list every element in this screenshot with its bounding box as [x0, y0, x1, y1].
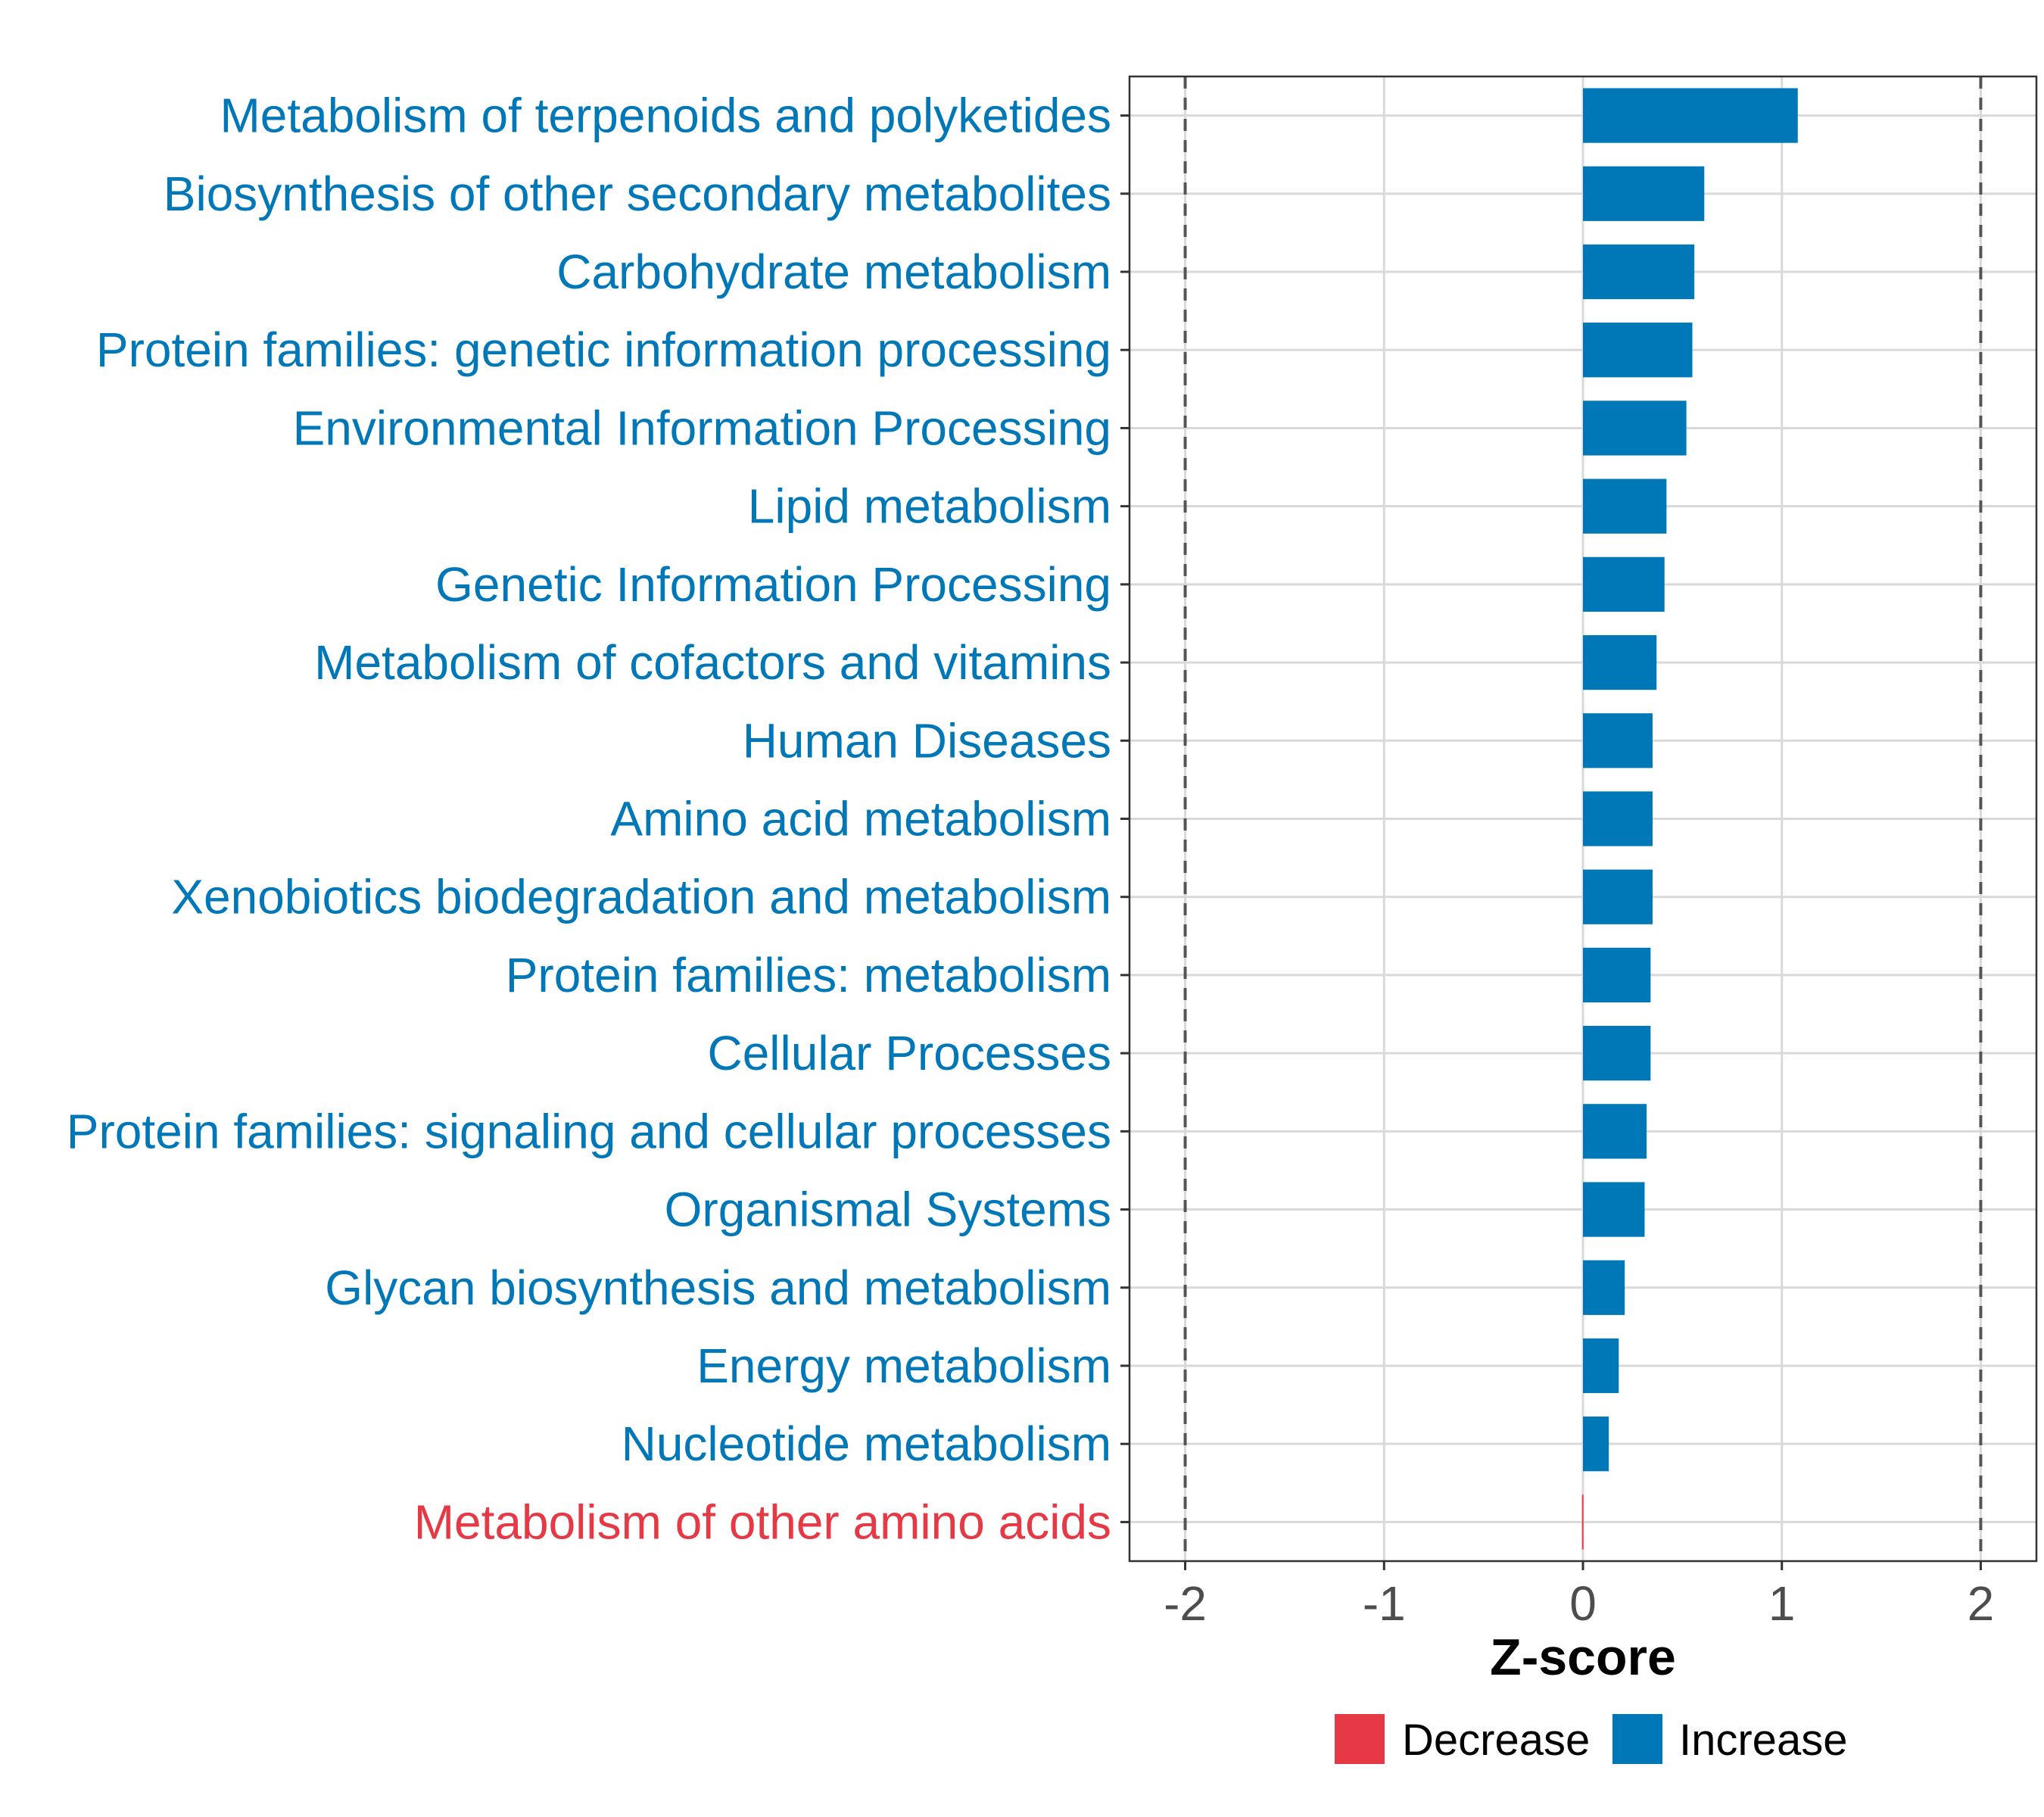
bar — [1583, 400, 1687, 456]
reference-lines — [1183, 76, 1983, 1561]
bar — [1583, 869, 1653, 924]
bar — [1583, 1026, 1651, 1081]
bar — [1583, 1260, 1625, 1315]
legend-key-decrease — [1335, 1714, 1385, 1764]
bar — [1583, 323, 1693, 378]
category-label: Glycan biosynthesis and metabolism — [325, 1261, 1111, 1315]
x-axis-title: Z-score — [1490, 1628, 1676, 1686]
bar — [1583, 88, 1798, 143]
bar — [1583, 1104, 1647, 1159]
category-label: Energy metabolism — [696, 1339, 1111, 1393]
category-label: Metabolism of cofactors and vitamins — [314, 635, 1111, 690]
category-label: Human Diseases — [743, 713, 1111, 768]
bar — [1583, 244, 1695, 300]
category-label: Lipid metabolism — [748, 479, 1111, 534]
category-label: Protein families: signaling and cellular… — [67, 1104, 1111, 1158]
bar — [1583, 1182, 1645, 1237]
category-label: Organismal Systems — [665, 1183, 1111, 1237]
category-label: Biosynthesis of other secondary metaboli… — [164, 167, 1111, 221]
x-axis-ticks: -2 -1 0 1 2 — [1164, 1561, 1994, 1631]
category-label: Nucleotide metabolism — [622, 1417, 1111, 1471]
x-tick-label: -2 — [1164, 1576, 1207, 1631]
category-label: Protein families: metabolism — [506, 948, 1111, 1002]
legend-key-increase — [1612, 1714, 1662, 1764]
bar — [1583, 1338, 1619, 1394]
category-label: Genetic Information Processing — [435, 557, 1111, 612]
x-tick-label: 0 — [1569, 1576, 1597, 1631]
category-label: Amino acid metabolism — [610, 792, 1111, 846]
category-label: Carbohydrate metabolism — [556, 245, 1111, 299]
bar — [1583, 791, 1653, 846]
bar — [1583, 556, 1665, 612]
legend-label-decrease: Decrease — [1402, 1716, 1590, 1765]
category-label: Protein families: genetic information pr… — [96, 323, 1111, 377]
bars — [1581, 88, 1798, 1550]
category-label: Metabolism of other amino acids — [414, 1494, 1111, 1549]
x-tick-label: 2 — [1968, 1576, 1995, 1631]
legend: Decrease Increase — [1335, 1714, 1847, 1765]
bar — [1583, 1417, 1609, 1472]
x-tick-label: 1 — [1768, 1576, 1796, 1631]
y-axis-category-labels: Metabolism of terpenoids and polyketides… — [67, 89, 1111, 1550]
category-label: Xenobiotics biodegradation and metabolis… — [171, 870, 1111, 924]
legend-label-increase: Increase — [1679, 1716, 1847, 1765]
bar — [1583, 166, 1705, 221]
bar — [1583, 634, 1657, 690]
category-label: Metabolism of terpenoids and polyketides — [220, 89, 1111, 143]
y-axis-ticks — [1120, 114, 1129, 1523]
bar — [1583, 478, 1667, 534]
bar — [1583, 947, 1651, 1003]
category-label: Cellular Processes — [707, 1026, 1111, 1080]
bar — [1581, 1494, 1584, 1550]
x-tick-label: -1 — [1363, 1576, 1406, 1631]
bar — [1583, 713, 1653, 768]
category-label: Environmental Information Processing — [293, 400, 1111, 455]
